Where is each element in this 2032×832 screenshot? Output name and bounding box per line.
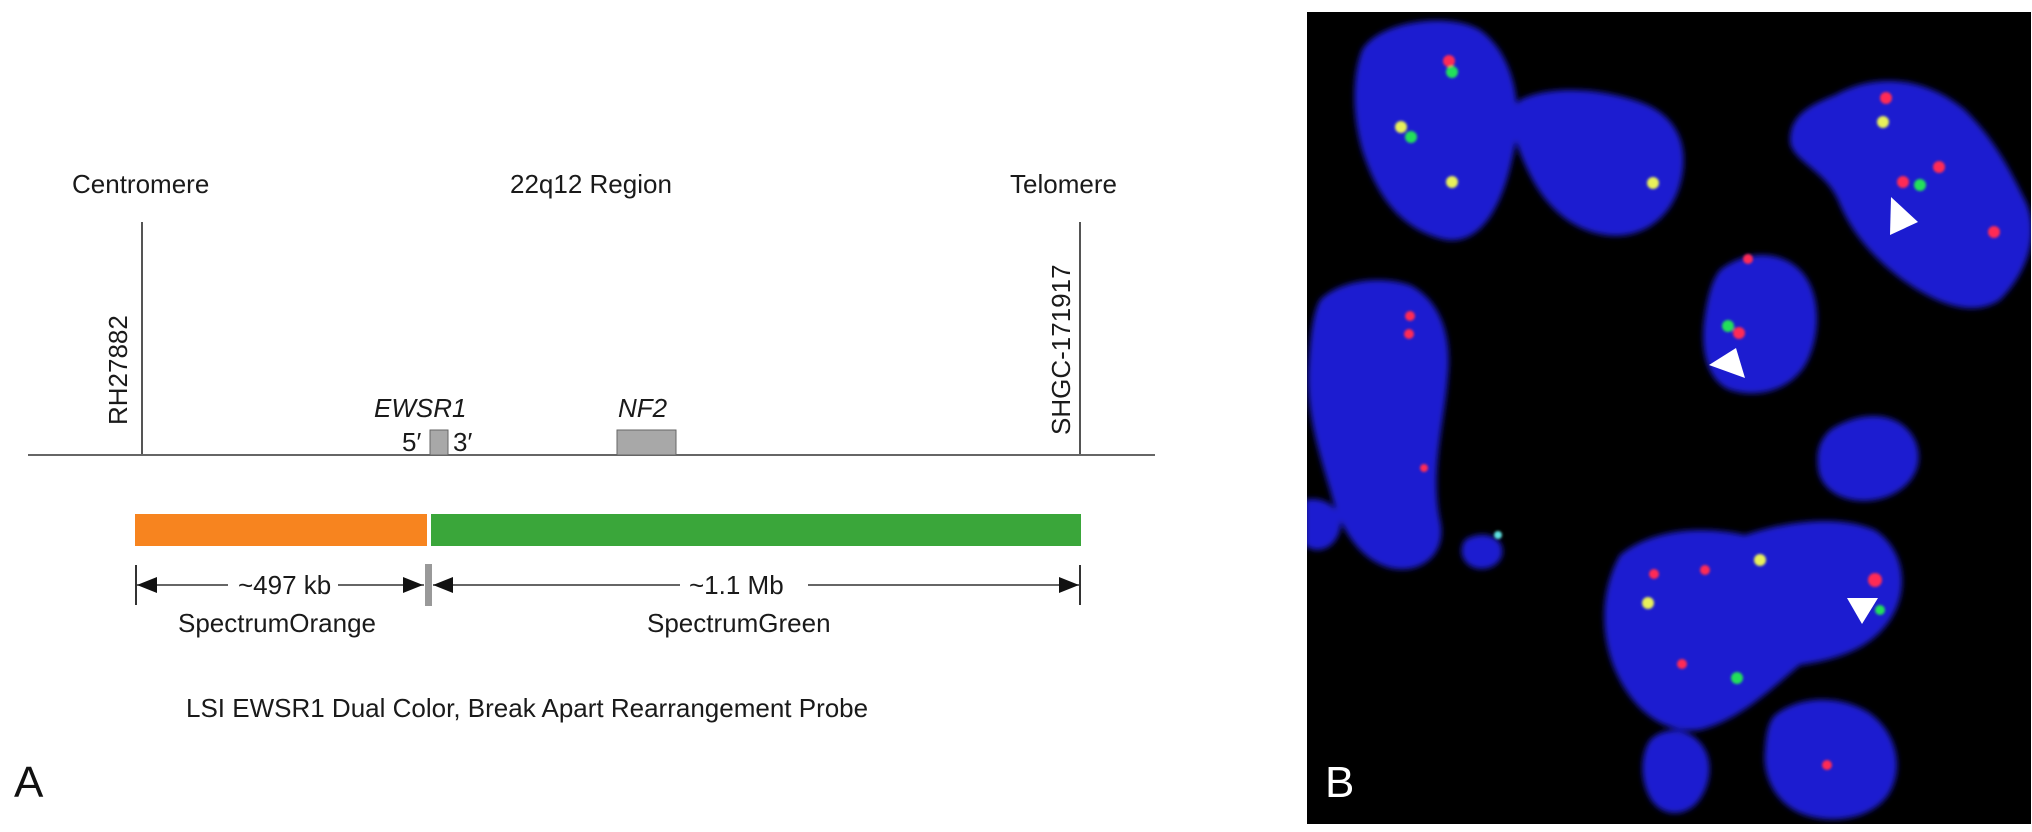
red-signal [1649,569,1659,579]
fused-signal [1877,116,1889,128]
panel-a-letter: A [14,758,44,807]
fused-signal [1395,121,1407,133]
green-probe-label: SpectrumGreen [647,608,831,638]
orange-probe-label: SpectrumOrange [178,608,376,638]
panel-b-fish-image: B [1307,12,2031,824]
orange-probe-bar [135,514,427,546]
fused-signal [1754,554,1766,566]
five-prime-label: 5′ [402,427,421,457]
arrowhead-green-left [433,577,453,593]
red-signal [1988,226,2000,238]
nucleus [1307,280,1449,570]
green-signal [1722,320,1734,332]
nucleus [1461,534,1503,569]
green-signal [1405,131,1417,143]
red-signal [1443,55,1455,67]
nf2-gene-box [616,429,677,456]
orange-size-label: ~497 kb [238,570,331,600]
red-signal [1897,176,1909,188]
green-signal [1446,66,1458,78]
telomere-label: Telomere [1010,169,1117,199]
cyan-signal [1494,531,1502,539]
nucleus [1307,499,1341,550]
red-signal [1743,254,1753,264]
nucleus [1354,20,1518,241]
arrowhead-orange-left [137,577,157,593]
nucleus [1817,416,1919,501]
region-label: 22q12 Region [510,169,672,199]
centromere-label: Centromere [72,169,209,199]
red-signal [1880,92,1892,104]
ewsr1-gene-label: EWSR1 [374,393,466,423]
panel-a-ideogram: Centromere 22q12 Region Telomere RH27882… [14,169,1155,807]
red-signal [1933,161,1945,173]
red-signal [1404,329,1414,339]
green-size-label: ~1.1 Mb [689,570,784,600]
nucleus [1604,520,1902,731]
fused-signal [1446,176,1458,188]
green-probe-bar [431,514,1081,546]
red-signal [1733,327,1745,339]
nucleus [1790,80,2031,309]
red-signal [1420,464,1428,472]
nucleus [1764,699,1897,820]
fish-signals [1395,55,2000,770]
three-prime-label: 3′ [453,427,472,457]
right-marker-label: SHGC-171917 [1046,264,1076,435]
green-signal [1914,179,1926,191]
nf2-gene-label: NF2 [618,393,668,423]
red-signal [1868,573,1882,587]
arrowhead-marker [1847,598,1878,624]
probe-caption: LSI EWSR1 Dual Color, Break Apart Rearra… [186,693,868,723]
nucleus [1512,90,1684,236]
red-signal [1822,760,1832,770]
red-signal [1405,311,1415,321]
left-marker-label: RH27882 [103,315,133,425]
arrowhead-marker [1890,197,1918,235]
red-signal [1677,659,1687,669]
fused-signal [1647,177,1659,189]
ewsr1-gene-box [429,429,449,456]
arrowhead-orange-right [403,577,423,593]
green-signal [1875,605,1885,615]
red-signal [1700,565,1710,575]
arrowhead-green-right [1059,577,1079,593]
nucleus [1642,730,1710,814]
middle-tick [425,564,432,606]
green-signal [1731,672,1743,684]
arrowhead-marker [1709,348,1745,378]
fused-signal [1642,597,1654,609]
panel-b-letter: B [1325,758,1354,807]
